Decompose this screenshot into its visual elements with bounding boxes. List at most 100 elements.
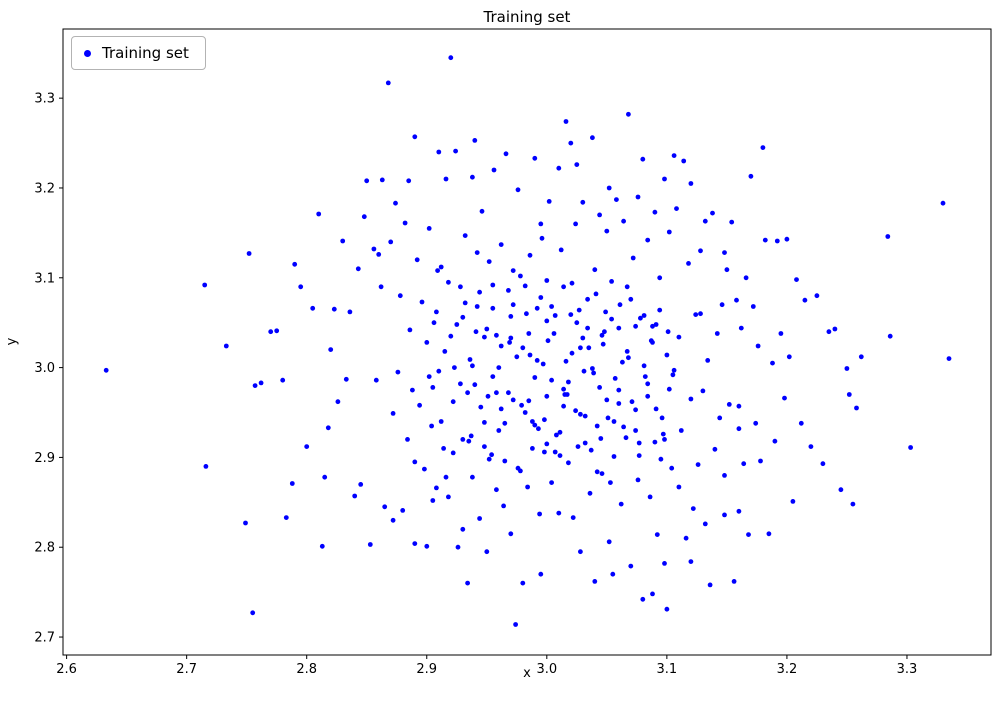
scatter-point xyxy=(289,481,295,486)
scatter-point xyxy=(378,284,384,290)
scatter-point xyxy=(782,395,787,401)
scatter-point xyxy=(662,561,667,566)
scatter-point xyxy=(802,297,808,303)
scatter-point xyxy=(611,454,617,459)
scatter-point xyxy=(645,393,651,399)
scatter-point xyxy=(494,332,499,338)
scatter-point xyxy=(659,415,665,421)
scatter-point xyxy=(484,549,490,555)
scatter-point xyxy=(585,296,590,302)
scatter-point xyxy=(530,419,535,424)
scatter-point xyxy=(552,449,558,455)
scatter-point xyxy=(371,246,377,252)
scatter-point xyxy=(519,402,524,408)
scatter-point xyxy=(614,197,619,203)
scatter-point xyxy=(705,358,711,363)
scatter-point xyxy=(563,119,569,124)
scatter-point xyxy=(719,302,725,308)
scatter-point xyxy=(629,399,635,405)
scatter-point xyxy=(455,544,461,550)
scatter-point xyxy=(590,366,595,371)
scatter-point xyxy=(578,411,583,417)
scatter-point xyxy=(435,268,440,273)
scatter-point xyxy=(223,343,229,349)
scatter-point xyxy=(753,420,759,426)
scatter-point xyxy=(352,493,358,499)
scatter-point xyxy=(580,199,586,205)
scatter-point xyxy=(490,305,496,311)
scatter-point xyxy=(774,238,780,244)
scatter-point xyxy=(283,515,289,520)
scatter-point xyxy=(597,212,602,218)
scatter-point xyxy=(558,247,564,253)
scatter-point xyxy=(496,365,502,370)
scatter-point xyxy=(666,229,672,235)
scatter-point xyxy=(347,309,353,315)
scatter-point xyxy=(534,358,540,363)
scatter-point xyxy=(448,333,454,339)
scatter-point xyxy=(534,305,540,311)
x-tick-label: 2.9 xyxy=(416,662,437,677)
scatter-point xyxy=(569,350,575,356)
scatter-point xyxy=(331,306,337,312)
scatter-point xyxy=(630,255,636,261)
scatter-point xyxy=(738,325,744,331)
scatter-point xyxy=(640,156,646,162)
scatter-point xyxy=(355,266,361,272)
scatter-point xyxy=(414,257,420,263)
scatter-point xyxy=(490,282,496,288)
scatter-point xyxy=(417,402,422,408)
scatter-point xyxy=(766,531,772,537)
scatter-point xyxy=(491,167,497,173)
scatter-point xyxy=(489,452,494,458)
scatter-point xyxy=(526,331,532,336)
scatter-point xyxy=(246,251,252,256)
scatter-point xyxy=(698,248,703,254)
scatter-point xyxy=(605,415,611,421)
scatter-point xyxy=(452,365,457,370)
scatter-point xyxy=(640,596,646,602)
scatter-point xyxy=(406,178,412,184)
scatter-point xyxy=(574,162,580,168)
scatter-point xyxy=(561,284,566,290)
scatter-point xyxy=(430,498,436,503)
scatter-point xyxy=(562,392,568,397)
scatter-point xyxy=(525,484,530,490)
scatter-point xyxy=(778,331,784,336)
scatter-point xyxy=(268,329,274,335)
scatter-point xyxy=(502,458,508,464)
scatter-point xyxy=(482,444,487,449)
scatter-point xyxy=(458,284,463,290)
scatter-point xyxy=(626,111,631,117)
scatter-point xyxy=(599,471,605,476)
scatter-point xyxy=(700,388,706,394)
scatter-point xyxy=(538,295,544,300)
scatter-point xyxy=(633,407,638,413)
scatter-point xyxy=(402,220,408,226)
scatter-point xyxy=(405,437,410,442)
scatter-point xyxy=(594,469,600,475)
scatter-point xyxy=(662,176,667,182)
scatter-point xyxy=(522,283,528,289)
scatter-point xyxy=(503,151,509,157)
scatter-point xyxy=(755,343,761,349)
scatter-point xyxy=(532,422,538,428)
scatter-point xyxy=(731,579,737,584)
scatter-point xyxy=(407,327,413,333)
scatter-point xyxy=(832,326,838,332)
scatter-point xyxy=(636,440,642,446)
scatter-point xyxy=(814,293,820,299)
scatter-point xyxy=(578,345,583,351)
scatter-point xyxy=(608,480,613,485)
scatter-point xyxy=(854,405,859,411)
scatter-point xyxy=(602,329,607,335)
scatter-point xyxy=(434,485,439,491)
x-tick-label: 3.2 xyxy=(777,662,798,677)
scatter-point xyxy=(544,393,550,399)
scatter-point xyxy=(674,206,679,212)
scatter-point xyxy=(600,341,606,347)
scatter-point xyxy=(486,259,492,264)
scatter-point xyxy=(243,520,248,526)
scatter-point xyxy=(838,487,844,493)
x-tick-label: 2.6 xyxy=(56,662,77,677)
